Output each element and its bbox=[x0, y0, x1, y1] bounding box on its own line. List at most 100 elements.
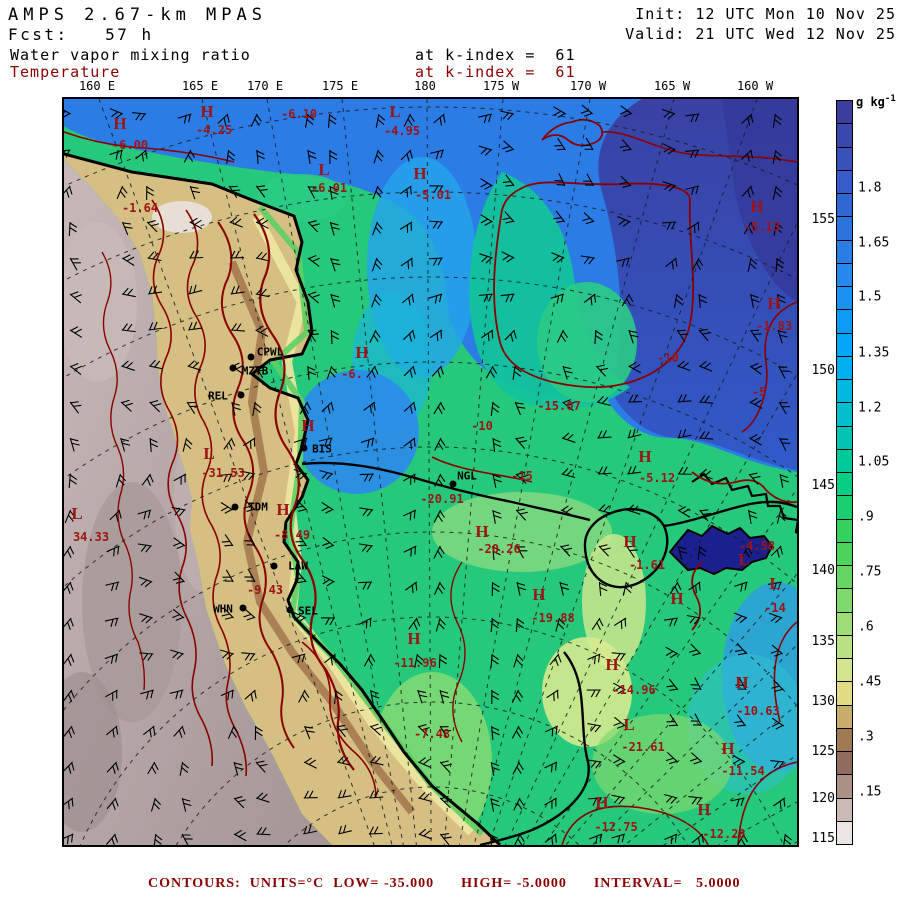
contour-value-label: -21.61 bbox=[621, 740, 665, 754]
forecast-hour: Fcst: 57 h bbox=[8, 25, 154, 44]
colorbar-segment bbox=[837, 519, 852, 543]
colorbar-segment bbox=[837, 496, 852, 520]
low-center-marker: L bbox=[318, 160, 330, 179]
high-center-marker: H bbox=[355, 343, 369, 362]
colorbar-segment bbox=[837, 240, 852, 264]
colorbar-tick-label: .45 bbox=[858, 674, 882, 690]
colorbar-tick-label: 1.5 bbox=[858, 289, 882, 305]
colorbar-segment bbox=[837, 612, 852, 636]
colorbar-segment bbox=[837, 705, 852, 729]
top-axis-label: 175 E bbox=[321, 79, 359, 93]
model-title: AMPS 2.67-km MPAS bbox=[8, 5, 267, 25]
top-axis-label: 160 W bbox=[736, 79, 774, 93]
high-center-marker: H bbox=[670, 589, 684, 608]
top-axis-label: 170 E bbox=[246, 79, 284, 93]
colorbar-segment bbox=[837, 589, 852, 613]
field1-label: Water vapor mixing ratio bbox=[10, 46, 251, 64]
high-center-marker: H bbox=[697, 800, 711, 819]
high-center-marker: H bbox=[301, 416, 315, 435]
station-label: MZTB bbox=[241, 364, 269, 378]
contour-value-label: -11.96 bbox=[393, 656, 437, 670]
colorbar-segment bbox=[837, 426, 852, 450]
contour-value-label: -15 bbox=[511, 469, 533, 483]
colorbar-segment bbox=[837, 263, 852, 287]
navy-moist-pocket bbox=[668, 524, 774, 576]
contour-value-label: -6. bbox=[341, 367, 363, 381]
station-dot bbox=[286, 606, 294, 614]
contour-info: CONTOURS: UNITS=°C LOW= -35.000 HIGH= -5… bbox=[148, 876, 741, 891]
colorbar-segment bbox=[837, 287, 852, 311]
colorbar-tick-label: 1.35 bbox=[858, 345, 890, 361]
colorbar-tick-label: .6 bbox=[858, 619, 874, 635]
colorbar-tick-label: 1.05 bbox=[858, 454, 890, 470]
contour-value-label: -20.91 bbox=[420, 492, 464, 506]
contour-value-label: -10.63 bbox=[736, 704, 780, 718]
contour-value-label: -8.49 bbox=[273, 528, 311, 542]
high-center-marker: H bbox=[200, 102, 214, 121]
contour-value-label: -5.12 bbox=[638, 471, 676, 485]
colorbar-segment bbox=[837, 542, 852, 566]
high-center-marker: H bbox=[721, 739, 735, 758]
contour-value-label: -4.58 bbox=[738, 539, 776, 553]
high-center-marker: H bbox=[413, 164, 427, 183]
temperature-contours bbox=[64, 118, 797, 845]
colorbar-segment bbox=[837, 728, 852, 752]
colorbar-segment bbox=[837, 403, 852, 427]
init-time: Init: 12 UTC Mon 10 Nov 25 bbox=[635, 5, 896, 23]
contour-value-label: -31.53 bbox=[201, 466, 245, 480]
colorbar-segment bbox=[837, 124, 852, 148]
contour-value-label: -1.83 bbox=[755, 319, 793, 333]
station-label: REL bbox=[208, 389, 228, 403]
colorbar bbox=[836, 100, 853, 845]
colorbar-tick-label: .75 bbox=[858, 564, 882, 580]
contour-value-label: -6.10 bbox=[280, 107, 318, 121]
colorbar-segment bbox=[837, 659, 852, 683]
contour-value-label: -7.48 bbox=[413, 727, 451, 741]
contour-value-label: -6.00 bbox=[111, 138, 149, 152]
map-art bbox=[64, 99, 797, 845]
valid-time: Valid: 21 UTC Wed 12 Nov 25 bbox=[625, 25, 896, 43]
field1-level: at k-index = 61 bbox=[415, 46, 576, 64]
high-center-marker: H bbox=[767, 294, 781, 313]
colorbar-segment bbox=[837, 798, 852, 822]
colorbar-segment bbox=[837, 566, 852, 590]
station-dot bbox=[247, 353, 255, 361]
low-center-marker: L bbox=[203, 444, 215, 463]
contour-value-label: -14.96 bbox=[612, 683, 656, 697]
high-center-marker: H bbox=[113, 114, 127, 133]
contour-value-label: -15.07 bbox=[537, 399, 581, 413]
top-axis-label: 170 W bbox=[569, 79, 607, 93]
wind-barbs bbox=[64, 104, 792, 845]
colorbar-segment bbox=[837, 775, 852, 799]
colorbar-segment bbox=[837, 170, 852, 194]
station-label: SEL bbox=[298, 604, 318, 618]
station-dot bbox=[449, 480, 457, 488]
field2-level: at k-index = 61 bbox=[415, 63, 576, 81]
contour-value-label: -4.25 bbox=[195, 123, 233, 137]
station-label: WHN bbox=[213, 602, 233, 616]
contour-value-label: -14 bbox=[764, 601, 786, 615]
top-axis-label: 160 E bbox=[78, 79, 116, 93]
low-center-marker: L bbox=[389, 102, 401, 121]
station-dot bbox=[300, 444, 308, 452]
high-center-marker: H bbox=[638, 447, 652, 466]
contour-value-label: -20.26 bbox=[477, 542, 521, 556]
contour-value-label: -10 bbox=[657, 351, 679, 365]
colorbar-segment bbox=[837, 752, 852, 776]
low-center-marker: L bbox=[623, 715, 635, 734]
colorbar-segment bbox=[837, 356, 852, 380]
field2-label: Temperature bbox=[10, 63, 121, 81]
low-center-marker: L bbox=[738, 550, 750, 569]
contour-value-label: -6.01 bbox=[310, 181, 348, 195]
high-center-marker: H bbox=[532, 585, 546, 604]
station-label: LAW bbox=[288, 559, 308, 573]
map-frame: -6.00 -4.25 -6.10 -4.95 -6.01 -5.01 -1.64 -5.13… bbox=[62, 97, 799, 847]
top-axis-label: 165 W bbox=[653, 79, 691, 93]
colorbar-segment bbox=[837, 101, 852, 125]
contour-value-label: -9.43 bbox=[246, 583, 284, 597]
contour-value-label: -5 bbox=[751, 385, 767, 399]
colorbar-segment bbox=[837, 449, 852, 473]
contour-value-label: -4.95 bbox=[383, 124, 421, 138]
contour-value-label: -1.64 bbox=[121, 201, 159, 215]
